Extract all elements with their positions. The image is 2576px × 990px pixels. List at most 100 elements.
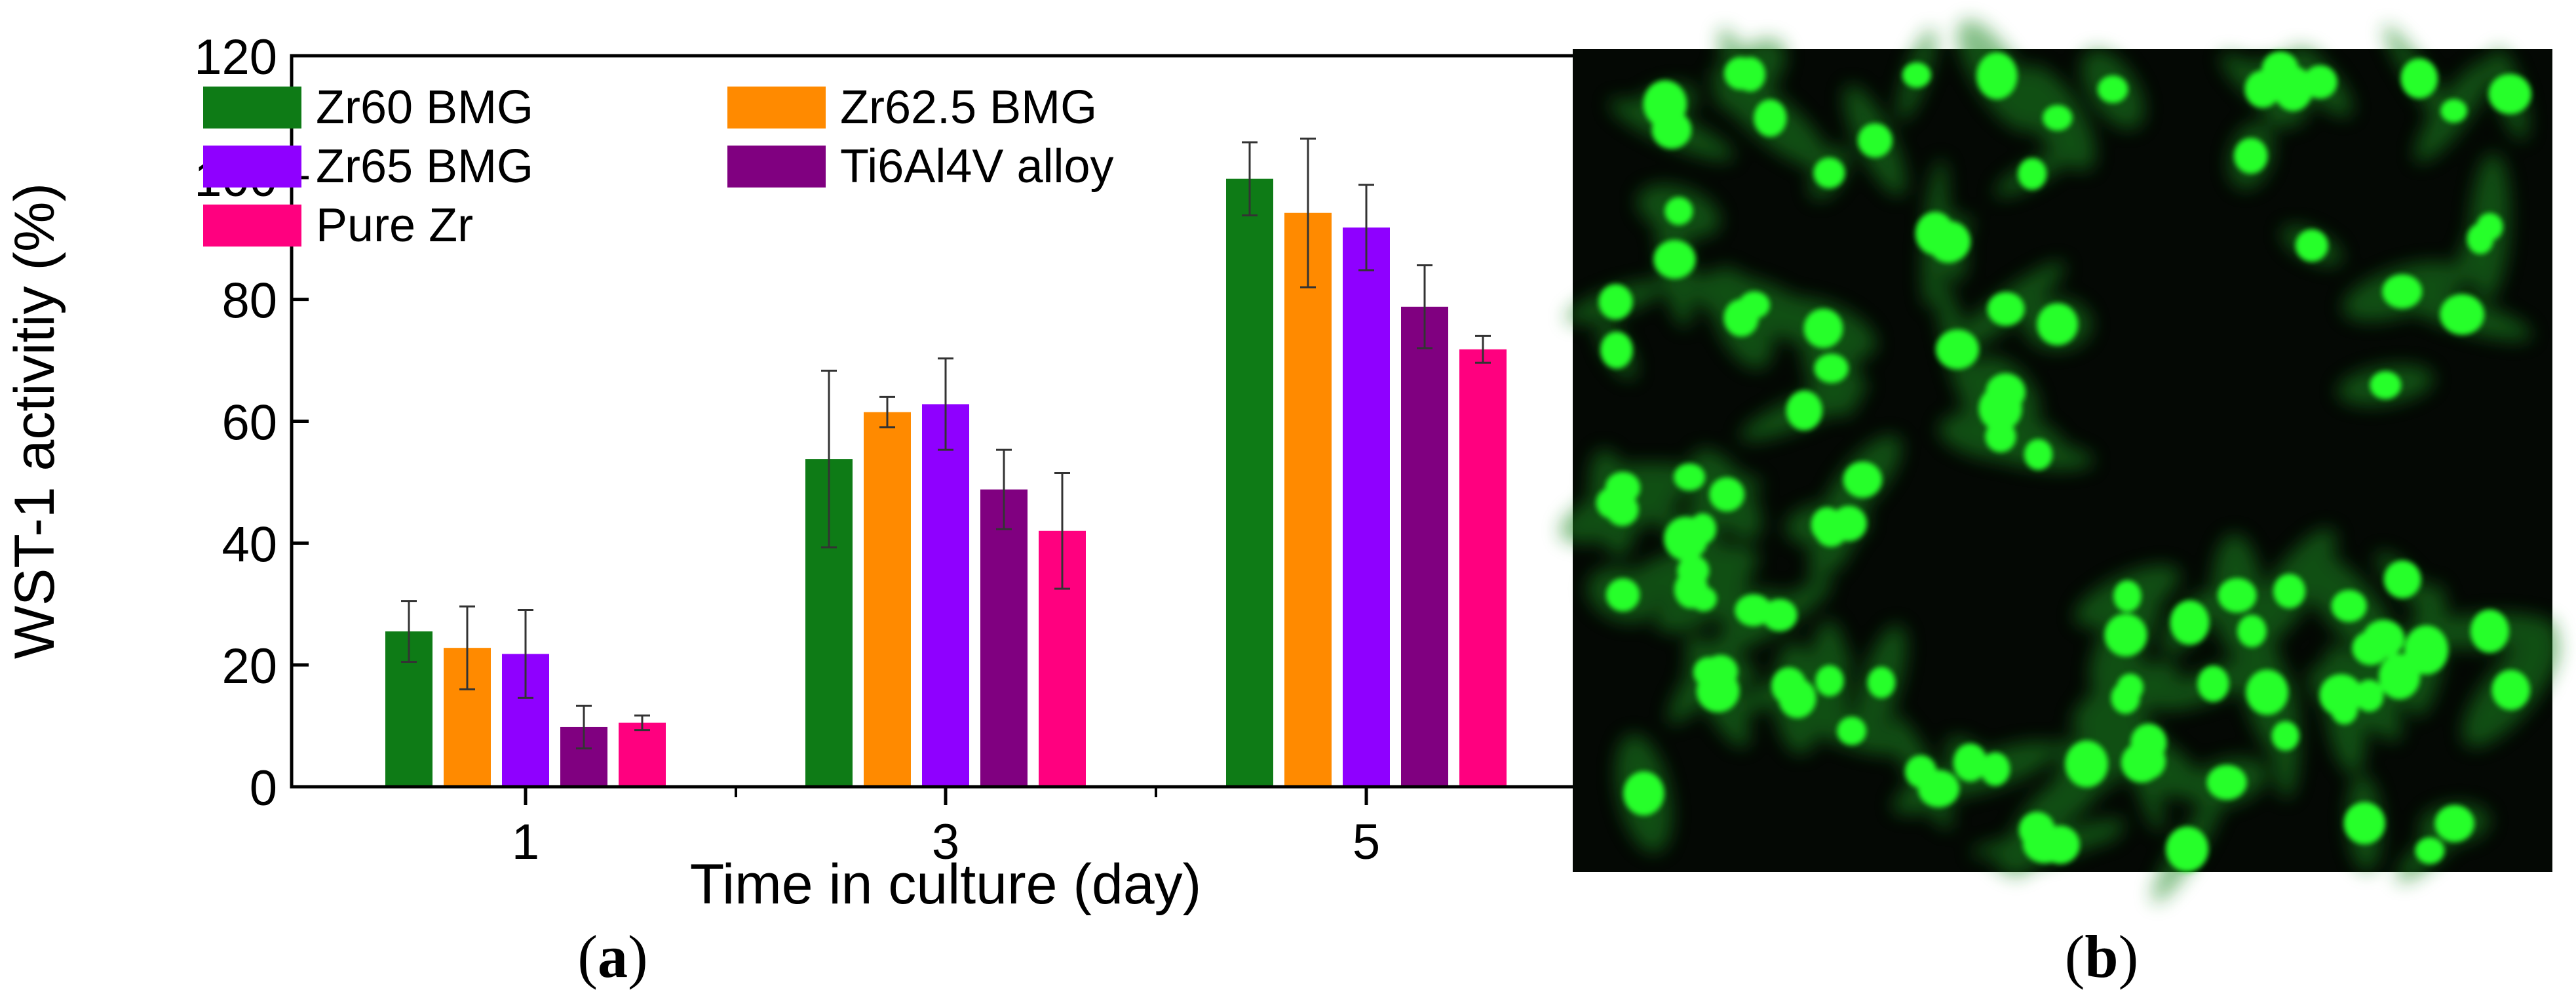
cell-nucleus (2098, 75, 2128, 104)
x-tick-label: 3 (932, 814, 959, 870)
error-bar (1242, 141, 1258, 216)
cell-nucleus (2470, 609, 2509, 653)
legend-item: Ti6Al4V alloy (727, 140, 1114, 193)
cell-nucleus (1623, 771, 1664, 816)
error-bar (459, 605, 475, 690)
legend-label: Pure Zr (316, 199, 473, 252)
bar (1401, 306, 1448, 787)
error-bar (401, 600, 417, 663)
panel-a-caption: (a) (577, 923, 647, 990)
error-bar (821, 369, 837, 549)
bar (619, 723, 666, 787)
cell-nucleus (2400, 58, 2438, 99)
panel-b-caption: (b) (2065, 923, 2138, 990)
cell-nucleus (2043, 105, 2073, 131)
legend-item: Pure Zr (203, 199, 473, 252)
bar (1459, 349, 1507, 787)
legend-swatch (203, 205, 301, 247)
panel-b-letter: b (2085, 923, 2118, 990)
legend-label: Ti6Al4V alloy (840, 140, 1114, 193)
cell-nucleus (1653, 240, 1696, 279)
cell-nucleus (1905, 755, 1937, 788)
cell-nucleus (2037, 303, 2078, 346)
cell-nucleus (2246, 669, 2288, 715)
cell-nucleus (1843, 462, 1882, 498)
cell-nucleus (1786, 390, 1822, 431)
cell-nucleus (2383, 560, 2421, 599)
cell-nucleus (2331, 589, 2367, 622)
cell-nucleus (1651, 111, 1692, 149)
cell-nucleus (1778, 678, 1817, 719)
panel-a-letter: a (598, 923, 628, 990)
cell-nucleus (2434, 805, 2474, 842)
cell-nucleus (1915, 212, 1955, 255)
x-tick-labels: 1 3 5 (512, 814, 1380, 870)
x-ticks (524, 787, 1368, 805)
error-bars (401, 137, 1491, 749)
cell-nucleus (2273, 574, 2306, 608)
cell-nucleus (1598, 284, 1633, 320)
y-tick-label: 20 (221, 639, 277, 694)
cell-nucleus (1724, 57, 1758, 90)
y-axis-label: WST-1 activitiy (%) (3, 183, 66, 659)
x-axis-label: Time in culture (day) (690, 853, 1202, 916)
cell-nucleus (2129, 742, 2166, 780)
cell-nucleus (2303, 65, 2337, 99)
error-bar (1358, 184, 1374, 271)
cell-nucleus (2343, 802, 2385, 844)
cell-nucleus (1985, 420, 2016, 452)
cell-nucleus (1709, 477, 1744, 512)
cell-nucleus (1690, 586, 1717, 612)
cell-nucleus (1696, 669, 1740, 713)
cell-nucleus (1815, 517, 1847, 547)
bar (1284, 212, 1332, 787)
bar (1226, 178, 1273, 787)
cell-nucleus (1980, 752, 2010, 786)
error-bar (938, 357, 953, 451)
cell-nucleus (1739, 291, 1770, 319)
cell-nucleus (1803, 308, 1843, 348)
y-tick-label: 80 (221, 273, 277, 329)
cell-nucleus (2237, 614, 2267, 648)
cell-nucleus (1674, 463, 1706, 491)
cell-nucleus (2271, 721, 2299, 751)
x-tick-label: 5 (1353, 814, 1380, 870)
cell-nucleus (2197, 665, 2229, 702)
bar (1343, 228, 1390, 787)
cell-nucleus (2111, 682, 2140, 714)
cell-nucleus (2166, 826, 2208, 872)
cell-nucleus (1857, 123, 1893, 158)
legend-item: Zr65 BMG (203, 140, 533, 193)
bar (922, 404, 969, 787)
bar-chart: 020406080100120 135 Time in culture (day… (3, 30, 1602, 916)
cell-nucleus (2370, 371, 2402, 399)
error-bar (1417, 264, 1432, 349)
cell-nucleus (2261, 51, 2299, 88)
cell-nucleus (1735, 594, 1772, 627)
error-bar (1300, 137, 1316, 288)
y-tick-label: 60 (221, 395, 277, 451)
legend-swatch (203, 87, 301, 129)
cell-nucleus (2218, 578, 2257, 613)
cell-nucleus (1814, 353, 1849, 384)
error-bar (879, 395, 895, 429)
cell-nucleus (2362, 620, 2405, 658)
cell-nucleus (1902, 62, 1931, 88)
cell-nucleus (1953, 743, 1988, 782)
cell-nucleus (2104, 614, 2147, 657)
error-bar (518, 609, 533, 699)
legend-swatch (203, 146, 301, 188)
legend-item: Zr60 BMG (203, 81, 533, 134)
legend-label: Zr62.5 BMG (840, 81, 1097, 134)
legend-swatch (727, 146, 826, 188)
cell-nucleus (2404, 625, 2449, 675)
cell-nucleus (2113, 580, 2142, 612)
cell-nucleus (2234, 138, 2268, 174)
cell-nucleus (1664, 517, 1708, 561)
y-tick-label: 0 (250, 761, 277, 816)
cell-nucleus (2440, 294, 2484, 335)
cell-nucleus (2488, 73, 2531, 114)
cell-nucleus (2296, 229, 2328, 262)
legend-label: Zr60 BMG (316, 81, 533, 134)
cell-nucleus (1813, 157, 1845, 189)
